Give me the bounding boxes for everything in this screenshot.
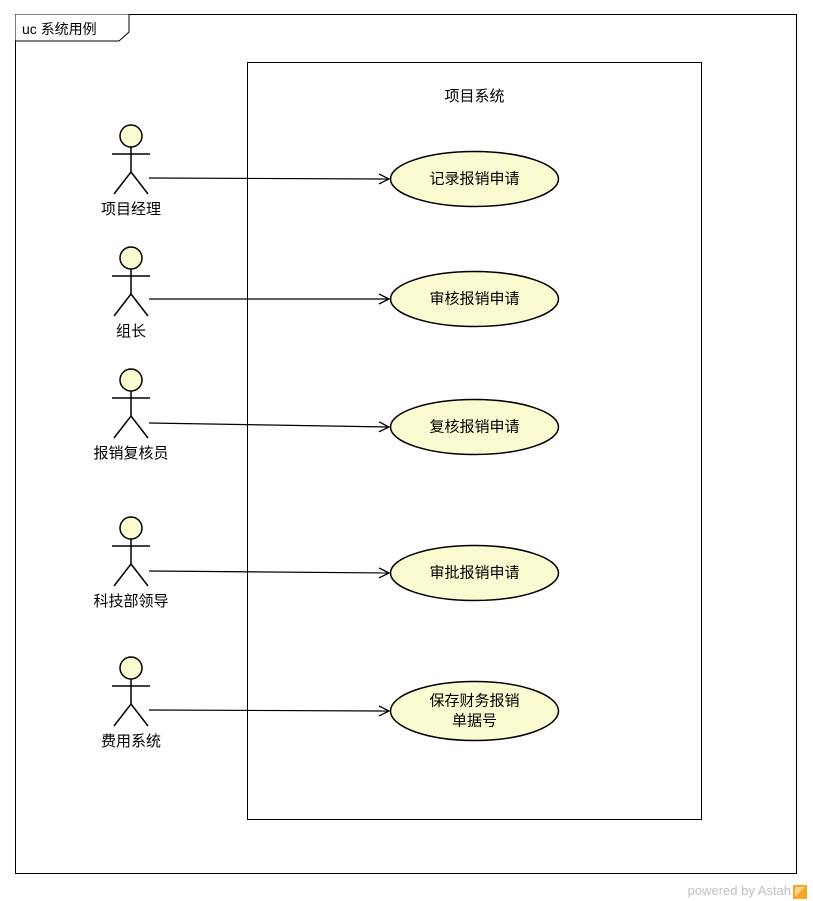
stick-figure-icon: [106, 246, 156, 318]
stick-figure-icon: [106, 656, 156, 728]
actor-expense-system: 费用系统: [96, 656, 166, 751]
uc-review: 审核报销申请: [389, 270, 560, 328]
uc-save-receipt: 保存财务报销 单据号: [389, 680, 560, 742]
actor-label: 报销复核员: [85, 442, 177, 463]
frame-label-text: 系统用例: [41, 21, 97, 37]
uc-recheck: 复核报销申请: [389, 398, 560, 456]
astah-icon: [793, 885, 807, 899]
stick-figure-icon: [106, 368, 156, 440]
actor-dept-leader: 科技部领导: [85, 516, 177, 611]
actor-team-leader: 组长: [96, 246, 166, 341]
stick-figure-icon: [106, 124, 156, 196]
actor-label: 项目经理: [96, 198, 166, 219]
system-title: 项目系统: [248, 85, 701, 106]
diagram-canvas: uc 系统用例 项目系统 项目经理 组长: [0, 0, 813, 901]
actor-label: 组长: [96, 320, 166, 341]
actor-label: 费用系统: [96, 730, 166, 751]
footer-branding: powered by Astah: [688, 883, 807, 899]
stick-figure-icon: [106, 516, 156, 588]
frame-label: uc 系统用例: [22, 19, 97, 39]
uc-record: 记录报销申请: [389, 150, 560, 208]
frame-label-prefix: uc: [22, 21, 37, 37]
footer-text: powered by Astah: [688, 883, 791, 898]
actor-project-manager: 项目经理: [96, 124, 166, 219]
uc-approve: 审批报销申请: [389, 544, 560, 602]
actor-reviewer: 报销复核员: [85, 368, 177, 463]
actor-label: 科技部领导: [85, 590, 177, 611]
